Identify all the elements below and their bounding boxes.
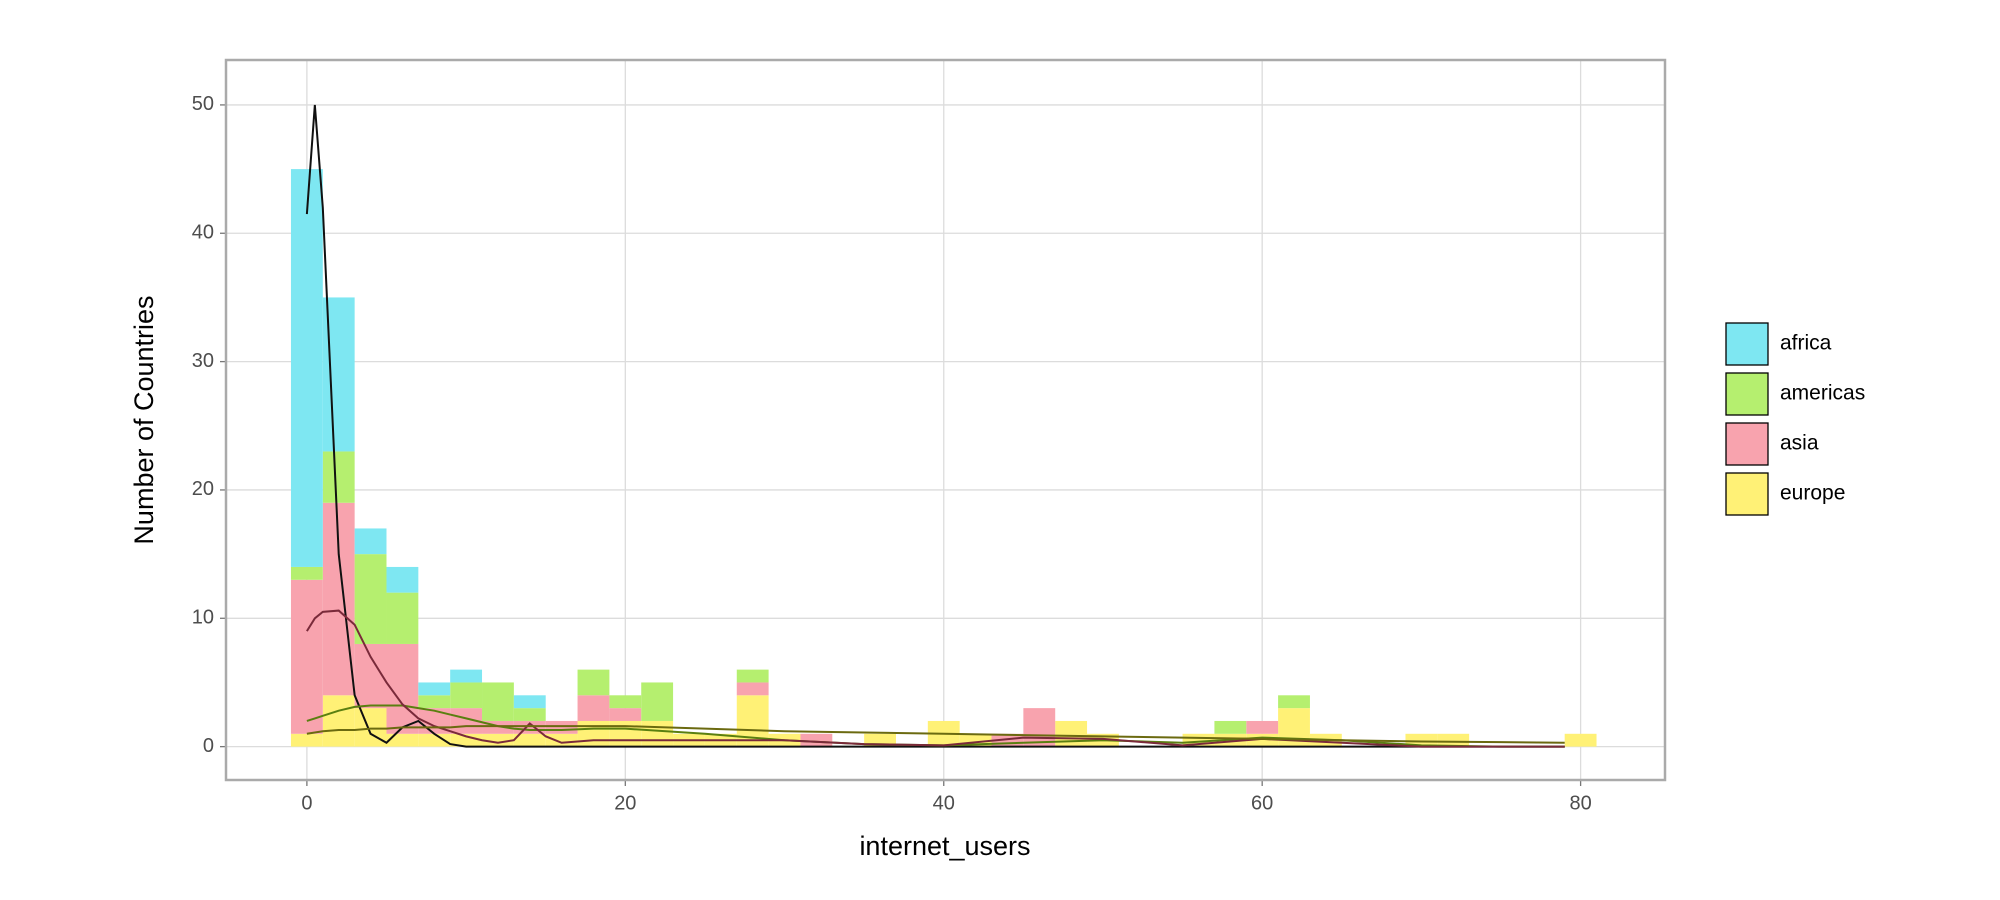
bar — [641, 720, 674, 747]
bar — [290, 579, 323, 734]
y-tick-label: 20 — [192, 478, 214, 500]
x-tick-label: 80 — [1569, 792, 1591, 814]
bar — [545, 733, 578, 747]
bar — [482, 682, 514, 721]
bar — [513, 708, 546, 721]
bar — [1437, 733, 1470, 747]
bar — [736, 682, 769, 696]
density-line — [306, 609, 1565, 748]
y-tick-label: 40 — [192, 222, 214, 244]
bar — [800, 733, 833, 747]
bar — [354, 554, 387, 644]
bar — [290, 169, 323, 567]
bar — [386, 733, 419, 747]
bar — [577, 695, 610, 721]
bar — [513, 733, 546, 747]
bar — [609, 708, 642, 721]
y-tick-label: 30 — [192, 350, 214, 372]
x-tick-label: 60 — [1251, 792, 1273, 814]
legend-swatch — [1725, 322, 1769, 366]
bar — [1055, 720, 1088, 747]
bar — [450, 682, 483, 709]
bar — [386, 566, 419, 593]
panel-border — [224, 58, 1667, 782]
bar — [322, 451, 355, 503]
x-tick-label: 20 — [614, 792, 636, 814]
bar — [386, 592, 419, 644]
y-tick-label: 0 — [203, 735, 214, 757]
bar — [1278, 695, 1310, 709]
bar — [545, 720, 578, 734]
bar — [736, 669, 769, 683]
bar — [290, 566, 323, 580]
bar — [641, 682, 674, 721]
x-tick-label: 40 — [933, 792, 955, 814]
bar — [482, 733, 514, 747]
density-line — [305, 104, 1565, 748]
bar — [1023, 708, 1056, 747]
bar — [577, 720, 610, 747]
y-tick-label: 50 — [192, 93, 214, 115]
legend-label: asia — [1780, 432, 1819, 455]
bar — [1564, 733, 1597, 747]
legend-label: africa — [1780, 332, 1832, 355]
bar — [418, 695, 451, 709]
x-tick-label: 0 — [301, 792, 312, 814]
legend-swatch — [1725, 472, 1769, 516]
bar — [1405, 733, 1438, 747]
bar — [354, 528, 387, 555]
bar — [290, 733, 323, 747]
bar — [1214, 720, 1247, 734]
bar — [418, 733, 451, 747]
y-tick-label: 10 — [192, 607, 214, 629]
x-axis-title: internet_users — [859, 831, 1030, 861]
bar — [577, 669, 610, 696]
legend-swatch — [1725, 372, 1769, 416]
y-axis-title: Number of Countries — [129, 295, 159, 544]
panel — [226, 60, 1665, 780]
bar — [609, 695, 642, 709]
bar — [322, 502, 355, 696]
bar — [513, 695, 546, 709]
bar — [1246, 720, 1279, 734]
bar — [609, 720, 642, 747]
bar — [418, 682, 451, 696]
legend-label: europe — [1780, 482, 1845, 505]
bar — [322, 695, 355, 747]
bar — [450, 733, 483, 747]
legend-swatch — [1725, 422, 1769, 466]
density-line — [306, 725, 1565, 744]
bar — [450, 669, 483, 683]
legend-label: americas — [1780, 382, 1865, 405]
